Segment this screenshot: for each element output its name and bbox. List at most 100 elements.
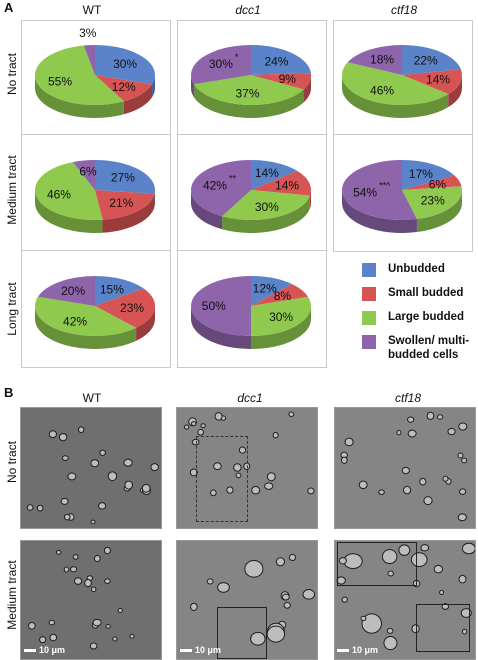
legend-item-small-budded: Small budded (362, 286, 474, 310)
yeast-cell (68, 473, 76, 480)
yeast-cell (440, 590, 444, 594)
pie-WT-medium-tract: 27%21%46%6% (35, 160, 155, 233)
yeast-cell (448, 428, 455, 434)
yeast-cell (108, 472, 116, 481)
yeast-cell (142, 484, 150, 492)
yeast-cell (74, 578, 81, 585)
legend-item-large-budded: Large budded (362, 310, 474, 334)
yeast-cell (105, 579, 111, 584)
pie-label-swollen: 3% (79, 26, 97, 40)
pie-annotation: ** (229, 173, 237, 183)
legend-label-swollen: Swollen/ multi-budded cells (388, 334, 474, 362)
yeast-cell (218, 583, 230, 593)
yeast-cell (459, 575, 466, 583)
pie-label-swollen: 30% (209, 57, 233, 71)
scale-bar-dcc1: 10 μm (180, 645, 221, 655)
pie-label-small-budded: 23% (120, 301, 144, 315)
pie-label-small-budded: 6% (429, 177, 447, 191)
yeast-cell (462, 543, 475, 553)
pie-label-large-budded: 42% (63, 315, 87, 329)
yeast-cell (387, 628, 393, 633)
yeast-cell (359, 481, 367, 489)
yeast-cell (27, 505, 33, 510)
pie-label-swollen: 6% (79, 165, 97, 179)
yeast-cell (64, 567, 69, 572)
yeast-cell (408, 417, 414, 422)
pie-label-small-budded: 14% (426, 73, 450, 87)
yeast-cell (265, 483, 273, 490)
yeast-cell (437, 415, 442, 419)
yeast-cell (90, 643, 97, 649)
pie-label-small-budded: 9% (279, 72, 297, 86)
yeast-cell (184, 425, 188, 429)
scale-bar-ctf18: 10 μm (337, 645, 378, 655)
yeast-cell (49, 620, 54, 625)
yeast-cell (151, 464, 159, 471)
yeast-cell (434, 565, 442, 573)
yeast-cell (245, 561, 263, 578)
pie-dcc1-long-tract: 12%8%30%50% (191, 276, 311, 349)
yeast-cell (276, 558, 284, 566)
micro-col-header-dcc1: dcc1 (190, 391, 310, 405)
legend-swatch-swollen (362, 335, 376, 349)
yeast-cell (421, 545, 429, 551)
yeast-cell (458, 514, 466, 521)
scale-bar-line (180, 649, 192, 652)
yeast-cell (284, 602, 290, 608)
yeast-cell (303, 590, 315, 600)
micro-col-header-ctf18: ctf18 (348, 391, 468, 405)
yeast-cell (273, 432, 278, 437)
yeast-cell (62, 456, 68, 461)
pie-annotation: **^ (379, 180, 391, 190)
panel-b-label: B (4, 385, 13, 400)
scale-bar-label: 10 μm (39, 645, 65, 655)
pie-label-unbudded: 24% (264, 54, 288, 68)
yeast-cell (37, 505, 43, 511)
yeast-cell (458, 453, 463, 458)
micrograph-wt-medium-tract (20, 540, 162, 660)
yeast-cell (49, 431, 56, 438)
yeast-cell (40, 637, 46, 643)
pie-label-large-budded: 55% (48, 74, 72, 88)
pie-label-unbudded: 27% (111, 171, 135, 185)
pie-label-swollen: 42% (203, 178, 227, 192)
yeast-cell (462, 458, 467, 463)
yeast-cell (397, 430, 401, 434)
yeast-cell (29, 622, 36, 629)
yeast-cell (85, 579, 92, 586)
yeast-cell (130, 634, 134, 638)
legend-swatch-unbudded (362, 263, 376, 277)
yeast-cell (93, 619, 101, 625)
legend: Unbudded Small budded Large budded Swoll… (362, 262, 474, 374)
yeast-cell (342, 597, 347, 602)
yeast-cell (460, 489, 466, 495)
yeast-cell (459, 423, 467, 430)
yeast-cell (64, 514, 70, 520)
micrograph-wt-no-tract (20, 407, 162, 529)
pie-ctf18-no-tract: 22%14%46%18% (342, 45, 462, 118)
yeast-cell (361, 616, 366, 620)
yeast-cell (118, 608, 122, 612)
yeast-cell (104, 547, 110, 553)
yeast-cell (99, 503, 106, 509)
pie-dcc1-medium-tract: 14%14%30%42%** (191, 160, 311, 233)
pie-label-large-budded: 30% (269, 310, 293, 324)
pie-annotation: * (235, 52, 239, 62)
yeast-cell (345, 438, 353, 446)
scale-bar-line (337, 649, 349, 652)
yeast-cell (50, 634, 57, 640)
yeast-cell (424, 497, 432, 505)
yeast-cell (420, 478, 426, 485)
yeast-cell (201, 424, 205, 428)
inset-box-ctf18-medium-bottom (416, 604, 470, 652)
yeast-cell (100, 450, 105, 455)
legend-item-swollen: Swollen/ multi-budded cells (362, 334, 474, 374)
yeast-cell (192, 422, 196, 426)
yeast-cell (91, 460, 99, 467)
pie-label-large-budded: 46% (370, 84, 394, 98)
micro-col-header-wt: WT (32, 391, 152, 405)
pie-label-large-budded: 23% (421, 193, 445, 207)
yeast-cell (402, 467, 409, 473)
pie-label-small-budded: 8% (274, 289, 292, 303)
scale-bar-label: 10 μm (195, 645, 221, 655)
